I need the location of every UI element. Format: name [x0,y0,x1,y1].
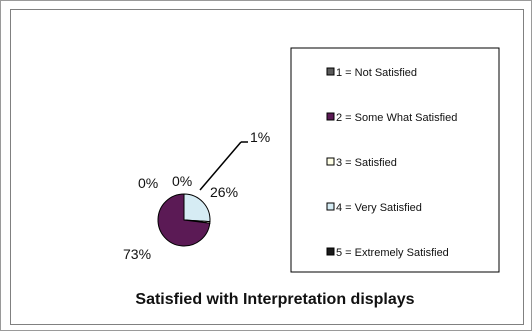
legend-label-satisfied: 3 = Satisfied [336,157,397,169]
legend-swatch-very-satisfied [326,202,335,211]
legend-label-very-satisfied: 4 = Very Satisfied [336,202,422,214]
data-label-satisfied: 1% [250,129,270,145]
legend-label-extremely-satisfied: 5 = Extremely Satisfied [336,247,449,259]
pie-slice-some-what-satisfied [157,193,211,247]
data-label-not-satisfied: 0% [138,175,158,191]
legend-box [290,47,500,273]
leader-line-1-percent [199,141,242,191]
legend: 1 = Not Satisfied 2 = Some What Satisfied… [290,47,500,273]
chart-area-border [10,9,524,325]
chart-title: Satisfied with Interpretation displays [135,291,414,308]
data-label-extremely-satisfied: 0% [172,173,192,189]
legend-swatch-extremely-satisfied [326,247,335,256]
legend-items: 1 = Not Satisfied 2 = Some What Satisfied… [326,67,457,259]
data-label-very-satisfied: 26% [210,184,238,200]
pie-slices [157,193,211,247]
data-label-some-what-satisfied: 73% [123,246,151,262]
legend-swatch-some-what-satisfied [326,112,335,121]
legend-swatch-not-satisfied [326,67,335,76]
pie-slice-very-satisfied [183,193,211,223]
legend-label-some-what-satisfied: 2 = Some What Satisfied [336,112,457,124]
legend-swatch-satisfied [326,157,335,166]
legend-label-not-satisfied: 1 = Not Satisfied [336,67,417,79]
